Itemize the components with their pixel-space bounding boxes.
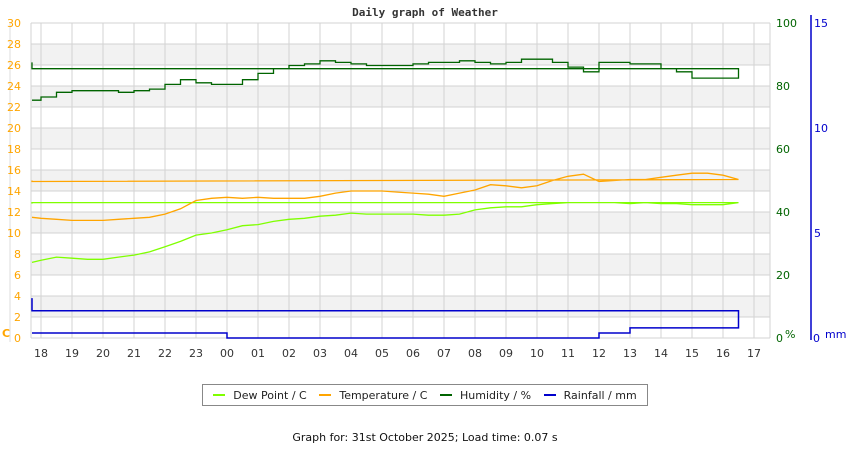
left-tick-label: 18 <box>7 143 21 156</box>
dew-point-swatch <box>213 394 226 396</box>
rain-tick-label: 5 <box>814 227 821 240</box>
humidity-tick-label: 20 <box>776 269 790 282</box>
x-axis-hours: 18 19 20 21 22 23 00 01 02 03 04 05 06 07 08 09 10 11 12 13… <box>34 347 761 360</box>
x-tick-label: 03 <box>313 347 327 360</box>
grid-band <box>31 212 770 233</box>
x-tick-label: 14 <box>654 347 668 360</box>
rain-tick-label: 15 <box>814 17 828 30</box>
humidity-swatch <box>440 394 453 396</box>
x-tick-label: 02 <box>282 347 296 360</box>
x-tick-label: 01 <box>251 347 265 360</box>
legend-temperature: Temperature / C <box>319 389 427 402</box>
legend-label: Rainfall / mm <box>563 388 637 402</box>
humidity-line <box>31 58 740 101</box>
humidity-axis-unit: % <box>785 328 795 341</box>
grid-bands <box>31 44 770 317</box>
legend-humidity: Humidity / % <box>440 389 531 402</box>
left-tick-label: 16 <box>7 164 21 177</box>
left-tick-label: 6 <box>14 269 21 282</box>
x-tick-label: 11 <box>561 347 575 360</box>
humidity-tick-label: 80 <box>776 80 790 93</box>
left-tick-label: 4 <box>14 290 21 303</box>
x-tick-label: 00 <box>220 347 234 360</box>
x-tick-label: 12 <box>592 347 606 360</box>
series-lines <box>31 58 740 339</box>
rain-tick-label: 0 <box>813 332 820 345</box>
legend-rainfall: Rainfall / mm <box>543 388 637 402</box>
grid-band <box>31 254 770 275</box>
left-tick-label: 20 <box>7 122 21 135</box>
x-tick-label: 23 <box>189 347 203 360</box>
x-tick-label: 09 <box>499 347 513 360</box>
left-tick-label: 0 <box>14 332 21 345</box>
x-tick-label: 18 <box>34 347 48 360</box>
legend-label: Humidity / % <box>460 388 532 402</box>
legend-label: Dew Point / C <box>233 388 307 402</box>
temperature-line <box>31 172 739 222</box>
x-tick-label: 05 <box>375 347 389 360</box>
left-tick-label: 2 <box>14 311 21 324</box>
left-tick-label: 28 <box>7 38 21 51</box>
left-tick-label: 30 <box>7 17 21 30</box>
x-tick-label: 17 <box>747 347 761 360</box>
left-tick-label: 14 <box>7 185 21 198</box>
rainfall-swatch <box>543 394 556 396</box>
left-tick-label: 24 <box>7 80 21 93</box>
x-tick-label: 10 <box>530 347 544 360</box>
dew-point-line <box>31 201 739 264</box>
humidity-tick-label: 40 <box>776 206 790 219</box>
temperature-swatch <box>319 394 332 396</box>
x-tick-label: 21 <box>127 347 141 360</box>
humidity-tick-label: 60 <box>776 143 790 156</box>
left-tick-label: 22 <box>7 101 21 114</box>
legend-dew-point: Dew Point / C <box>213 388 307 402</box>
left-tick-label: 8 <box>14 248 21 261</box>
left-tick-label: 10 <box>7 227 21 240</box>
x-tick-label: 19 <box>65 347 79 360</box>
x-tick-label: 07 <box>437 347 451 360</box>
right-axis-humidity: 20 40 60 80 100 0% <box>776 17 797 345</box>
graph-footer: Graph for: 31st October 2025; Load time:… <box>292 431 558 444</box>
grid-band <box>31 86 770 107</box>
x-tick-label: 20 <box>96 347 110 360</box>
legend-label: Temperature / C <box>339 388 428 402</box>
grid-band <box>31 44 770 65</box>
chart-legend: Dew Point / C Temperature / C Humidity /… <box>202 384 648 406</box>
left-axis-unit: C <box>2 327 10 340</box>
left-tick-label: 26 <box>7 59 21 72</box>
x-tick-label: 15 <box>685 347 699 360</box>
x-tick-label: 13 <box>623 347 637 360</box>
humidity-tick-label: 0 <box>776 332 783 345</box>
x-tick-label: 06 <box>406 347 420 360</box>
chart-title: Daily graph of Weather <box>352 6 498 19</box>
left-tick-label: 12 <box>7 206 21 219</box>
humidity-tick-label: 100 <box>776 17 797 30</box>
x-tick-label: 22 <box>158 347 172 360</box>
rain-tick-label: 10 <box>814 122 828 135</box>
rain-axis-unit: mm <box>825 328 846 341</box>
rainfall-line <box>31 298 740 339</box>
grid-band <box>31 296 770 317</box>
x-tick-label: 04 <box>344 347 358 360</box>
x-tick-label: 16 <box>716 347 730 360</box>
grid-band <box>31 128 770 149</box>
right-axis-rainfall: 5 10 15 0 mm <box>810 15 846 345</box>
x-tick-label: 08 <box>468 347 482 360</box>
